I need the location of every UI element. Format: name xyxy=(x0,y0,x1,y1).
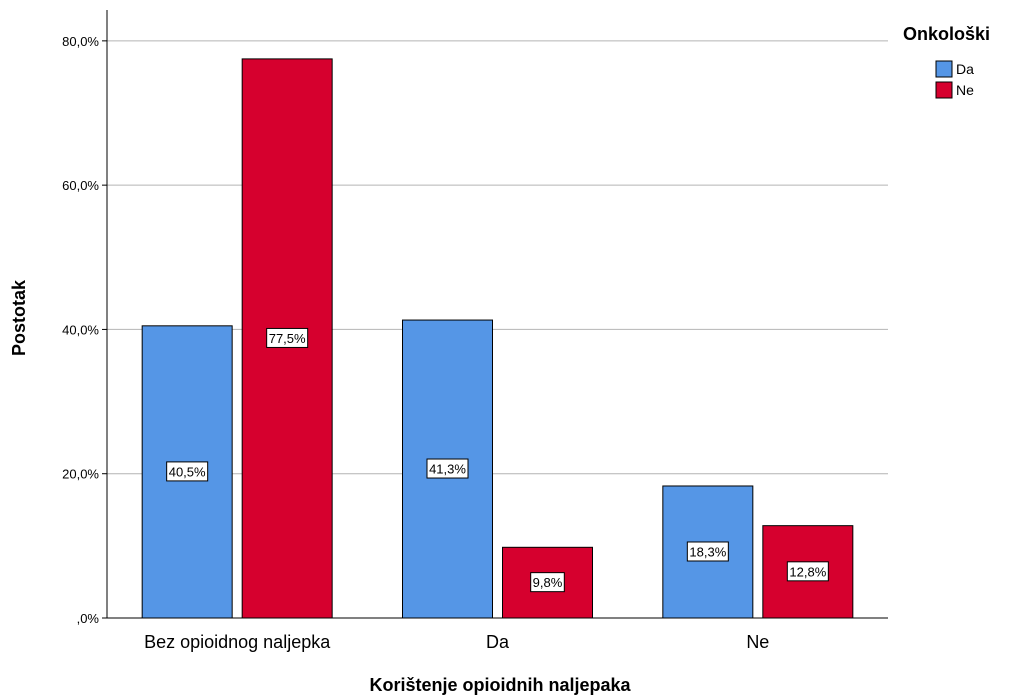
x-category-label: Ne xyxy=(746,632,769,652)
data-label-box xyxy=(686,541,729,562)
legend-label-da: Da xyxy=(956,61,974,77)
data-label: 41,3% xyxy=(429,462,466,477)
data-label: 40,5% xyxy=(169,464,206,479)
y-tick-label: 20,0% xyxy=(62,467,99,482)
data-label: 77,5% xyxy=(269,331,306,346)
legend-swatch-ne xyxy=(935,81,953,99)
data-labels: 40,5% 77,5% 41,3% 9,8% 18,3% 12,8% xyxy=(166,327,829,593)
data-label-box xyxy=(530,572,565,593)
legend-label-ne: Ne xyxy=(956,82,974,98)
data-label: 18,3% xyxy=(689,544,726,559)
y-tick-label: 60,0% xyxy=(62,178,99,193)
y-tick-labels: ,0% 20,0% 40,0% 60,0% 80,0% xyxy=(62,34,107,626)
data-label: 12,8% xyxy=(789,564,826,579)
y-tick-label: 80,0% xyxy=(62,34,99,49)
data-label-box xyxy=(426,458,469,479)
legend-title: Onkološki xyxy=(903,24,990,44)
data-label-box xyxy=(786,561,829,582)
x-category-labels: Bez opioidnog naljepka Da Ne xyxy=(144,632,769,652)
x-category-label: Da xyxy=(486,632,510,652)
gridlines xyxy=(107,40,888,475)
y-axis-title: Postotak xyxy=(9,279,29,356)
x-category-label: Bez opioidnog naljepka xyxy=(144,632,331,652)
bars xyxy=(141,58,854,619)
data-label-box xyxy=(166,461,209,482)
data-label: 9,8% xyxy=(533,575,563,590)
y-tick-label: 40,0% xyxy=(62,322,99,337)
x-axis-title: Korištenje opioidnih naljepaka xyxy=(369,675,631,695)
data-label-box xyxy=(266,327,309,348)
legend-swatch-da xyxy=(935,60,953,78)
y-tick-label: ,0% xyxy=(77,611,100,626)
legend: Onkološki Da Ne xyxy=(903,24,990,99)
axes xyxy=(106,10,888,619)
